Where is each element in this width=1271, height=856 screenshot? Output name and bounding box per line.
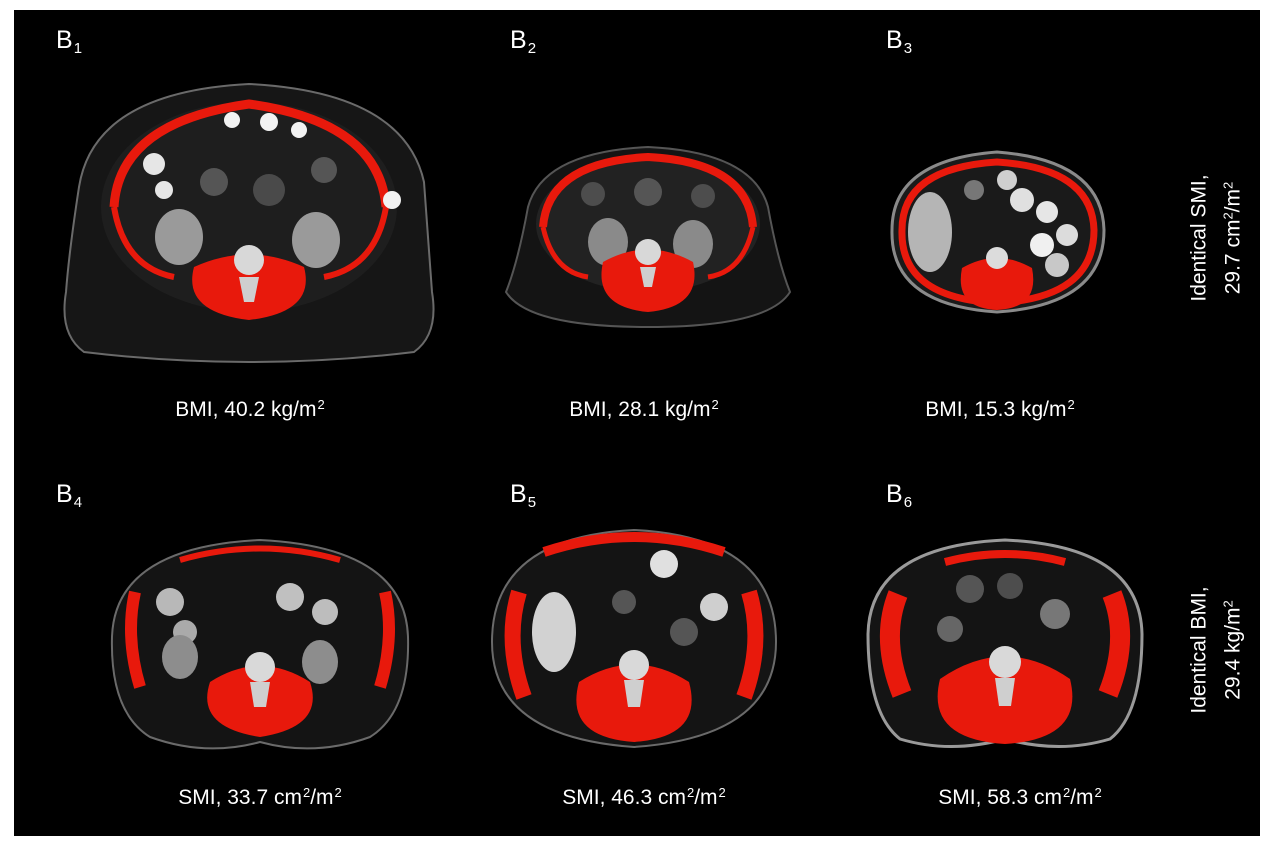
ct-scan-b3 bbox=[890, 150, 1106, 314]
ct-scan-b6 bbox=[866, 538, 1144, 748]
ct-scan-b2 bbox=[504, 145, 792, 329]
panel-label-b5: B5 bbox=[510, 480, 537, 511]
ct-scan-b5 bbox=[490, 528, 778, 749]
panel-label-b1: B1 bbox=[56, 26, 83, 57]
caption-b5: SMI, 46.3 cm2/m2 bbox=[562, 785, 726, 809]
panel-label-b2: B2 bbox=[510, 26, 537, 57]
panel-label-b4: B4 bbox=[56, 480, 83, 511]
caption-b3: BMI, 15.3 kg/m2 bbox=[925, 397, 1075, 421]
caption-b6: SMI, 58.3 cm2/m2 bbox=[938, 785, 1102, 809]
caption-b4: SMI, 33.7 cm2/m2 bbox=[178, 785, 342, 809]
ct-scan-b4 bbox=[110, 538, 410, 750]
caption-b2: BMI, 28.1 kg/m2 bbox=[569, 397, 719, 421]
ct-scan-b1 bbox=[63, 82, 435, 363]
figure-panel: B1 B2 B3 B4 B5 B6 bbox=[14, 10, 1260, 836]
side-label-identical-smi: Identical SMI, 29.7 cm2/m2 bbox=[1187, 174, 1245, 302]
caption-b1: BMI, 40.2 kg/m2 bbox=[175, 397, 325, 421]
panel-label-b6: B6 bbox=[886, 480, 913, 511]
side-label-identical-bmi: Identical BMI, 29.4 kg/m2 bbox=[1187, 586, 1245, 714]
panel-label-b3: B3 bbox=[886, 26, 913, 57]
